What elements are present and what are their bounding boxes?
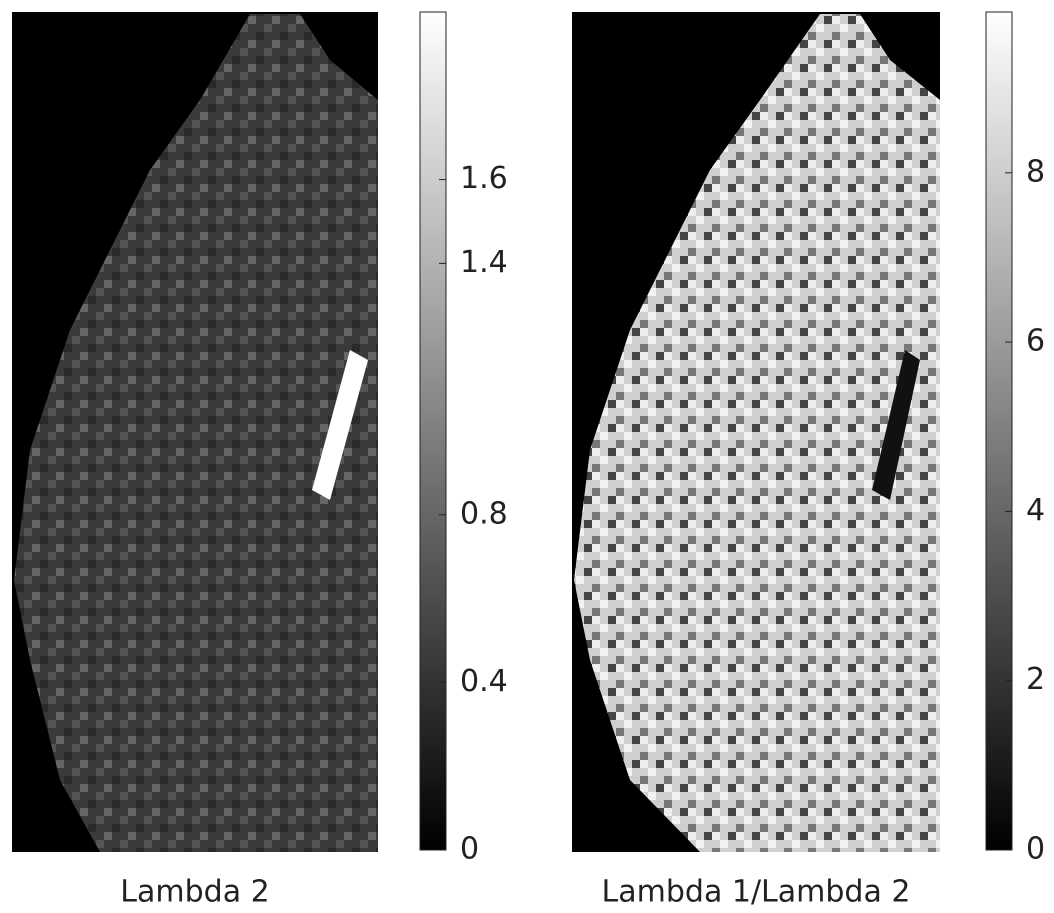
x-axis-label: Lambda 2	[120, 875, 269, 910]
y-tick-label: 4	[1026, 493, 1045, 528]
y-tick-label: 0.8	[460, 496, 508, 531]
x-axis-label: Lambda 1/Lambda 2	[602, 875, 911, 910]
y-tick-label: 8	[1026, 154, 1045, 189]
y-tick-label: 0.4	[460, 664, 508, 699]
y-tick-label: 1.6	[460, 161, 508, 196]
y-tick-label: 1.4	[460, 245, 508, 280]
colorbar	[419, 11, 447, 851]
y-tick-label: 0	[460, 832, 479, 867]
y-tick-label: 6	[1026, 324, 1045, 359]
y-tick-label: 0	[1026, 832, 1045, 867]
colorbar	[985, 11, 1013, 851]
y-tick-label: 2	[1026, 662, 1045, 697]
image-panel	[12, 12, 378, 852]
image-panel	[572, 12, 940, 852]
